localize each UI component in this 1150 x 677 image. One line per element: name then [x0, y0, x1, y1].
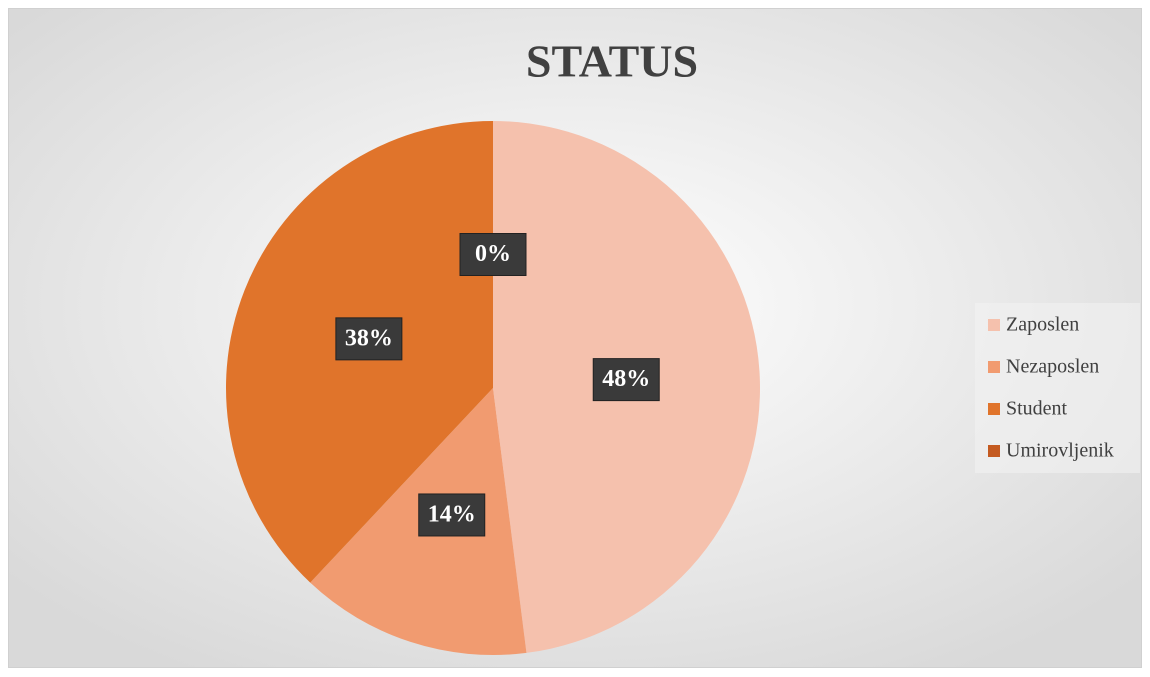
- legend-label: Zaposlen: [1006, 314, 1079, 336]
- data-label-box: [418, 493, 486, 537]
- legend-swatch: [988, 403, 1000, 415]
- legend-swatch: [988, 361, 1000, 373]
- data-label: 48%: [602, 366, 650, 392]
- data-label-box: [459, 233, 527, 276]
- data-label-box: [592, 358, 660, 402]
- data-label: 0%: [475, 241, 511, 267]
- legend-box: [975, 303, 1140, 473]
- legend-label: Umirovljenik: [1006, 440, 1114, 462]
- chart-title: STATUS: [526, 36, 698, 87]
- data-label-box: [335, 317, 403, 361]
- legend-label: Nezaposlen: [1006, 356, 1099, 378]
- data-label: 14%: [428, 501, 476, 527]
- data-label: 38%: [345, 325, 393, 351]
- legend-swatch: [988, 319, 1000, 331]
- legend-label: Student: [1006, 398, 1068, 420]
- legend-swatch: [988, 445, 1000, 457]
